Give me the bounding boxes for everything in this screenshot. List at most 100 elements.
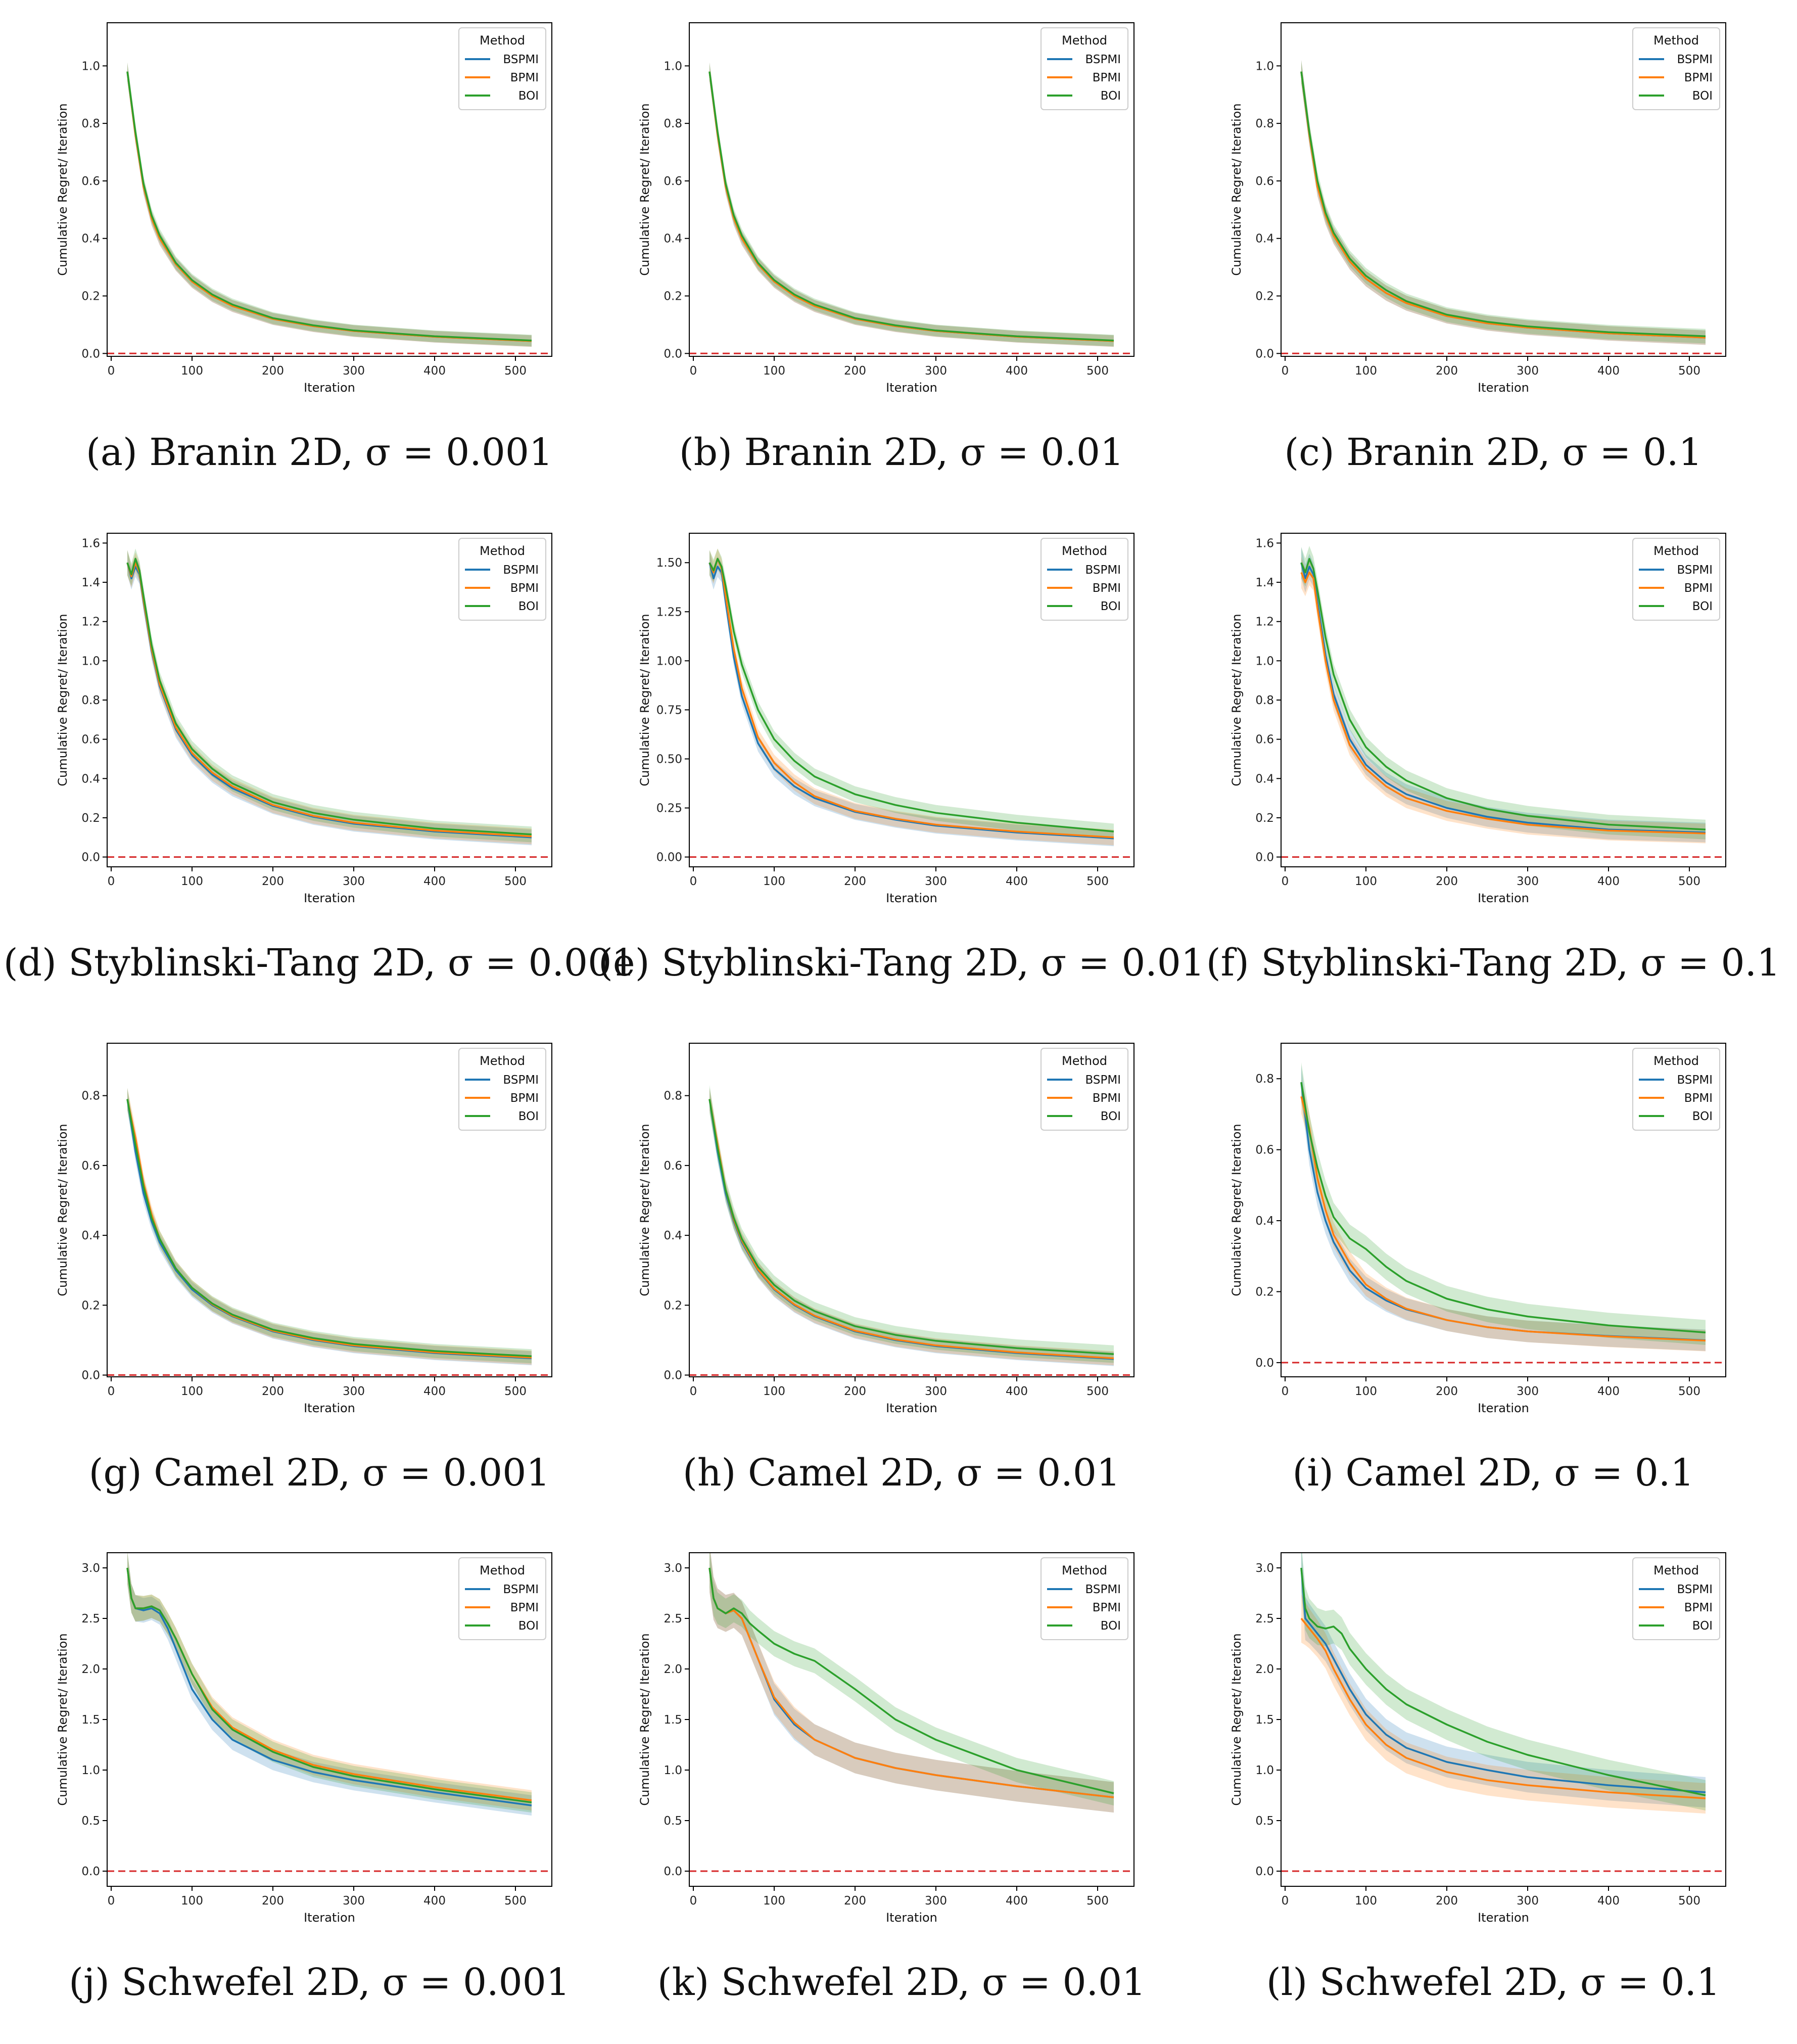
plot-frame (689, 1043, 1134, 1377)
legend: Method BSPMI BPMI BOI (1632, 1048, 1720, 1131)
x-tick-label: 0 (108, 1385, 115, 1398)
y-tick-label: 0.8 (1255, 117, 1274, 130)
legend-label-bpmi: BPMI (1093, 71, 1121, 84)
y-tick-label: 1.4 (81, 576, 100, 589)
series-line-bpmi (708, 71, 1114, 342)
y-tick-label: 2.0 (664, 1663, 682, 1676)
legend-title: Method (1653, 1054, 1699, 1068)
x-axis-label: Iteration (1478, 381, 1529, 395)
y-axis-label: Cumulative Regret/ Iteration (638, 1124, 652, 1296)
legend-label-boi: BOI (518, 1110, 539, 1123)
plot-area (1281, 546, 1726, 858)
y-tick-label: 0.5 (664, 1815, 682, 1828)
y-tick-label: 2.5 (81, 1612, 100, 1625)
y-tick-label: 0.6 (1255, 1144, 1274, 1157)
x-tick-label: 500 (504, 1385, 527, 1398)
x-tick-label: 300 (1517, 364, 1539, 378)
x-tick-label: 400 (1597, 1385, 1620, 1398)
legend-label-boi: BOI (1692, 89, 1713, 103)
plot-area (107, 1088, 552, 1376)
y-axis-label: Cumulative Regret/ Iteration (638, 1633, 652, 1805)
legend-label-boi: BOI (1692, 1110, 1713, 1123)
panel-caption: (f) Styblinski-Tang 2D, σ = 0.1 (1206, 941, 1780, 985)
x-tick-label: 300 (1517, 1894, 1539, 1908)
x-tick-label: 0 (690, 875, 697, 888)
x-tick-label: 0 (690, 1385, 697, 1398)
x-tick-label: 0 (690, 1894, 697, 1908)
chart-panel-j: 0 100 200 300 400 500 0.0 0.5 1.0 1.5 2.0 2.5 3.0 Ite… (56, 1552, 570, 2004)
y-axis-label: Cumulative Regret/ Iteration (1229, 614, 1244, 786)
plot-frame (689, 22, 1134, 357)
chart-panel-l: 0 100 200 300 400 500 0.0 0.5 1.0 1.5 2.0 2.5 3.0 Ite… (1229, 1552, 1726, 2004)
y-axis-label: Cumulative Regret/ Iteration (1229, 1633, 1244, 1805)
plot-area (107, 62, 552, 354)
plot-frame (1281, 1043, 1726, 1377)
x-tick-label: 0 (108, 1894, 115, 1908)
y-tick-label: 1.0 (1255, 60, 1274, 73)
x-tick-label: 0 (1282, 1894, 1289, 1908)
panel-caption: (c) Branin 2D, σ = 0.1 (1284, 431, 1702, 474)
x-tick-label: 0 (1282, 875, 1289, 888)
plot-area (107, 1553, 552, 1872)
legend-title: Method (480, 33, 525, 48)
panel-caption: (d) Styblinski-Tang 2D, σ = 0.001 (4, 941, 636, 985)
plot-area (1281, 1553, 1726, 1872)
x-tick-label: 200 (844, 364, 866, 378)
y-tick-label: 0.6 (81, 1159, 100, 1173)
series-line-bspmi (708, 71, 1114, 342)
series-line-boi (1300, 1082, 1706, 1333)
panel-caption: (b) Branin 2D, σ = 0.01 (679, 431, 1124, 474)
x-tick-label: 500 (1678, 364, 1700, 378)
x-tick-label: 100 (763, 1894, 785, 1908)
series-line-boi (126, 71, 532, 342)
panel-caption: (h) Camel 2D, σ = 0.01 (683, 1451, 1120, 1495)
y-tick-label: 0.4 (1255, 1215, 1274, 1228)
y-tick-label: 1.00 (656, 655, 682, 668)
legend-title: Method (480, 544, 525, 558)
y-tick-label: 1.0 (664, 1764, 682, 1777)
x-tick-label: 400 (423, 1385, 446, 1398)
confidence-band-bpmi (1301, 1594, 1706, 1814)
x-tick-label: 200 (1436, 1894, 1458, 1908)
y-axis-label: Cumulative Regret/ Iteration (1229, 103, 1244, 275)
legend-box (1632, 538, 1720, 621)
plot-frame (1281, 22, 1726, 357)
x-tick-label: 400 (423, 875, 446, 888)
y-tick-label: 0.6 (81, 733, 100, 747)
x-tick-label: 300 (925, 875, 947, 888)
confidence-band-bspmi (1301, 1553, 1706, 1808)
legend-box (1041, 1557, 1128, 1640)
series-line-boi (708, 71, 1114, 342)
y-tick-label: 0.25 (656, 802, 682, 815)
x-tick-label: 500 (1086, 1894, 1109, 1908)
x-tick-label: 300 (343, 1894, 365, 1908)
panel-caption: (k) Schwefel 2D, σ = 0.01 (657, 1961, 1146, 2004)
y-tick-label: 0.0 (664, 347, 682, 360)
y-tick-label: 1.0 (664, 60, 682, 73)
legend-label-bpmi: BPMI (1684, 582, 1713, 595)
y-tick-label: 1.25 (656, 606, 682, 619)
legend-label-bspmi: BSPMI (503, 564, 539, 577)
legend-title: Method (1062, 544, 1107, 558)
y-tick-label: 0.2 (664, 1299, 682, 1312)
chart-panel-d: 0 100 200 300 400 500 0.0 0.2 0.4 0.6 0.8 1.0 1.2 1.4… (4, 533, 636, 985)
legend-label-bspmi: BSPMI (1085, 1583, 1121, 1596)
y-tick-label: 1.2 (1255, 616, 1274, 629)
y-tick-label: 1.0 (1255, 655, 1274, 668)
x-tick-label: 200 (262, 875, 284, 888)
x-tick-label: 0 (108, 364, 115, 378)
series-line-bspmi (126, 1567, 532, 1806)
y-tick-label: 1.0 (81, 655, 100, 668)
legend-label-bspmi: BSPMI (1677, 1074, 1713, 1087)
legend: Method BSPMI BPMI BOI (458, 538, 546, 621)
legend-title: Method (1062, 1563, 1107, 1577)
legend-label-bspmi: BSPMI (503, 1583, 539, 1596)
legend-label-boi: BOI (518, 600, 539, 613)
y-tick-label: 0.5 (1255, 1815, 1274, 1828)
confidence-band-bpmi (127, 1553, 532, 1811)
y-tick-label: 3.0 (1255, 1562, 1274, 1575)
legend-label-bpmi: BPMI (1093, 1601, 1121, 1614)
series-line-boi (126, 1567, 532, 1803)
legend-label-bpmi: BPMI (1684, 1601, 1713, 1614)
y-tick-label: 0.2 (1255, 290, 1274, 303)
